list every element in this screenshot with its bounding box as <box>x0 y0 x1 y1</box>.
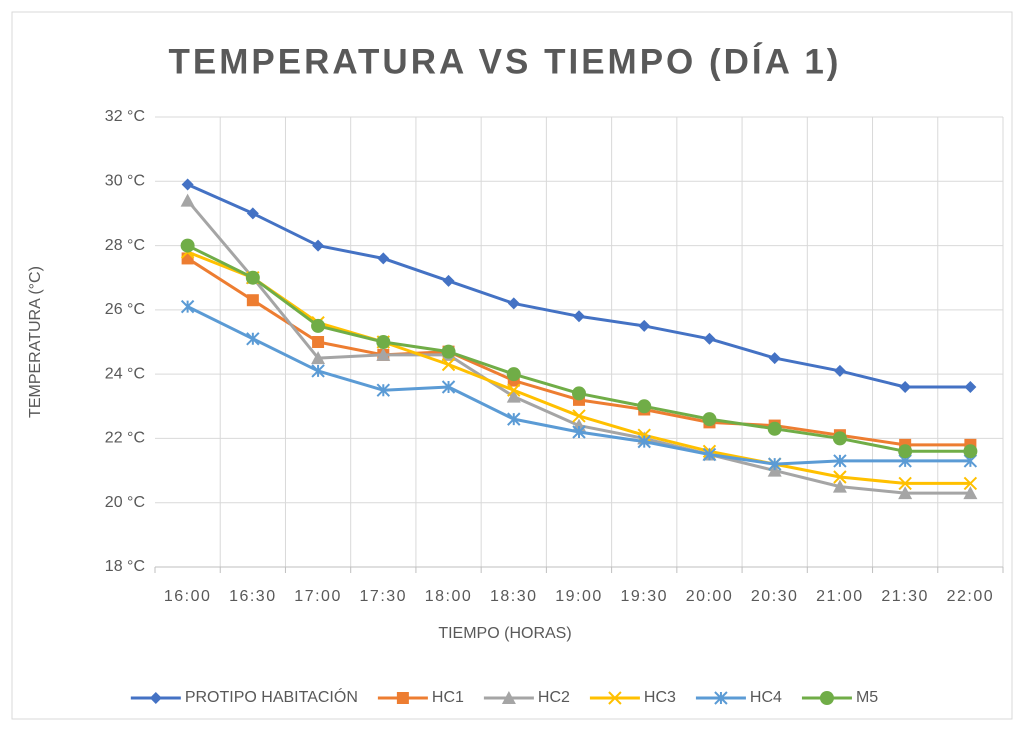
marker <box>441 344 456 359</box>
x-tick-label: 20:00 <box>686 588 734 605</box>
marker <box>963 444 978 459</box>
marker <box>714 691 728 705</box>
y-axis-title: TEMPERATURA (°C) <box>27 266 44 418</box>
legend-label: HC4 <box>750 689 782 706</box>
marker <box>376 383 391 397</box>
marker <box>441 380 456 394</box>
x-tick-label: 22:00 <box>947 588 995 605</box>
legend-item: M5 <box>801 689 878 706</box>
x-tick-label: 19:30 <box>620 588 668 605</box>
y-tick-label: 28 °C <box>105 237 145 254</box>
legend-item: HC1 <box>377 689 464 706</box>
y-tick-label: 26 °C <box>105 301 145 318</box>
x-tick-label: 21:00 <box>816 588 864 605</box>
marker <box>312 336 325 348</box>
marker <box>441 357 456 372</box>
marker <box>181 178 194 191</box>
legend-label: M5 <box>856 689 878 706</box>
marker <box>833 470 847 484</box>
y-tick-label: 32 °C <box>105 108 145 125</box>
marker <box>573 310 585 323</box>
marker <box>832 431 847 446</box>
legend-item: HC3 <box>589 689 676 706</box>
legend-label: HC2 <box>538 689 570 706</box>
marker <box>506 367 521 382</box>
marker <box>638 319 651 332</box>
marker <box>245 270 260 285</box>
marker <box>898 444 913 459</box>
chart-title: TEMPERATURA VS TIEMPO (DÍA 1) <box>169 41 842 81</box>
marker <box>311 364 325 378</box>
marker <box>767 421 782 436</box>
marker <box>180 299 195 314</box>
marker <box>702 447 717 462</box>
marker <box>819 691 834 705</box>
marker <box>377 252 390 265</box>
marker <box>507 383 521 397</box>
marker <box>507 412 521 426</box>
x-tick-label: 16:30 <box>229 588 277 605</box>
marker <box>246 332 260 346</box>
x-tick-label: 18:00 <box>425 588 473 605</box>
marker <box>246 294 259 307</box>
marker <box>767 457 782 471</box>
marker <box>180 193 195 207</box>
marker <box>768 352 781 365</box>
x-tick-label: 17:30 <box>360 588 408 605</box>
marker <box>376 335 391 349</box>
marker <box>572 386 586 401</box>
marker <box>963 476 978 491</box>
legend: PROTIPO HABITACIÓN HC1 HC2 HC3 HC4 M5 <box>130 687 878 706</box>
legend-label: HC1 <box>432 689 464 706</box>
legend-label: HC3 <box>644 689 676 706</box>
marker <box>963 486 978 500</box>
marker <box>442 274 455 287</box>
marker <box>311 318 326 333</box>
marker <box>396 692 409 704</box>
marker <box>246 207 259 220</box>
y-tick-label: 18 °C <box>105 558 145 575</box>
legend-item: HC4 <box>695 689 782 706</box>
chart-border <box>11 11 1013 720</box>
marker <box>572 425 586 439</box>
marker <box>376 347 391 361</box>
marker <box>833 454 847 468</box>
marker <box>572 409 586 423</box>
marker <box>637 434 651 449</box>
y-tick-label: 22 °C <box>105 430 145 447</box>
x-tick-label: 20:30 <box>751 588 799 605</box>
marker <box>702 412 717 427</box>
marker <box>964 381 977 393</box>
marker <box>832 479 847 493</box>
marker <box>149 692 162 704</box>
marker <box>898 476 912 491</box>
marker <box>311 351 326 365</box>
x-tick-label: 17:00 <box>294 588 342 605</box>
marker <box>507 297 520 310</box>
marker <box>180 238 195 253</box>
legend-label: PROTIPO HABITACIÓN <box>185 687 358 706</box>
y-tick-label: 30 °C <box>105 173 145 190</box>
y-tick-label: 20 °C <box>105 494 145 511</box>
legend-item: HC2 <box>483 689 570 706</box>
y-tick-label: 24 °C <box>105 365 145 382</box>
x-tick-label: 19:00 <box>555 588 603 605</box>
marker <box>898 486 913 500</box>
marker <box>608 691 622 705</box>
marker <box>703 332 716 345</box>
marker <box>501 691 516 704</box>
x-tick-label: 21:30 <box>881 588 929 605</box>
marker <box>506 389 521 403</box>
x-axis-title: TIEMPO (HORAS) <box>438 625 571 642</box>
marker <box>637 428 651 442</box>
x-tick-label: 16:00 <box>164 588 212 605</box>
marker <box>833 364 846 377</box>
marker <box>899 381 912 393</box>
x-tick-label: 18:30 <box>490 588 538 605</box>
legend-item: PROTIPO HABITACIÓN <box>130 687 358 706</box>
marker <box>637 399 652 414</box>
marker <box>312 239 325 252</box>
